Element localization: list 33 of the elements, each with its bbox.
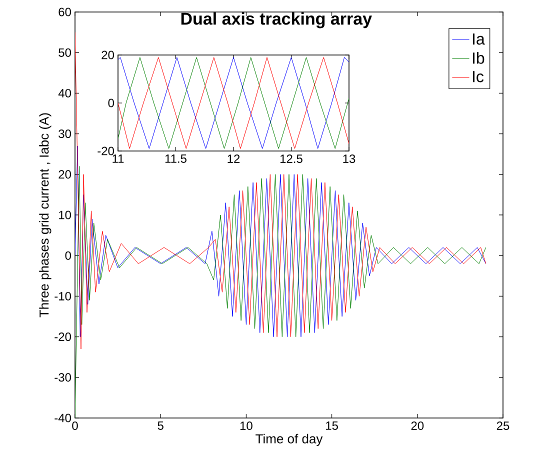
x-tick-label: 13 [343, 154, 356, 164]
y-tick-label: -10 [54, 292, 72, 300]
x-tick-label: 11.5 [165, 154, 186, 163]
y-tick-label: 0 [108, 98, 114, 108]
y-tick-label: 0 [65, 251, 72, 260]
line-series [118, 57, 349, 149]
y-tick-label: -40 [54, 414, 72, 422]
x-tick-label: 12.5 [280, 154, 302, 164]
x-tick-label: 5 [158, 422, 164, 430]
x-tick-label: 12 [228, 154, 240, 163]
y-tick-label: -20 [54, 332, 72, 342]
x-tick-label: 25 [496, 422, 510, 430]
y-tick-label: 30 [58, 130, 72, 138]
x-tick-label: 15 [326, 422, 338, 430]
y-tick-label: 10 [59, 210, 72, 220]
x-tick-label: 0 [72, 422, 78, 430]
chart-title: Dual axis tracking array [181, 12, 372, 28]
x-tick-label: 10 [240, 422, 252, 430]
line-series [75, 146, 486, 338]
y-tick-label: 20 [58, 170, 72, 179]
y-tick-label: -20 [98, 146, 114, 156]
x-axis-title: Time of day [256, 434, 323, 446]
x-tick-label: 11 [112, 154, 124, 163]
x-tick-label: 20 [411, 422, 424, 430]
legend-label: Ia [472, 34, 485, 45]
y-tick-label: -30 [54, 373, 72, 382]
y-tick-label: 40 [58, 88, 72, 98]
y-tick-label: 60 [58, 8, 72, 16]
y-axis-title: Three phases grid current , Iabc (A) [39, 113, 52, 318]
y-tick-label: 50 [58, 48, 72, 57]
legend-label: Ib [472, 52, 484, 64]
legend-label: Ic [472, 71, 484, 82]
y-tick-label: 20 [102, 50, 114, 60]
